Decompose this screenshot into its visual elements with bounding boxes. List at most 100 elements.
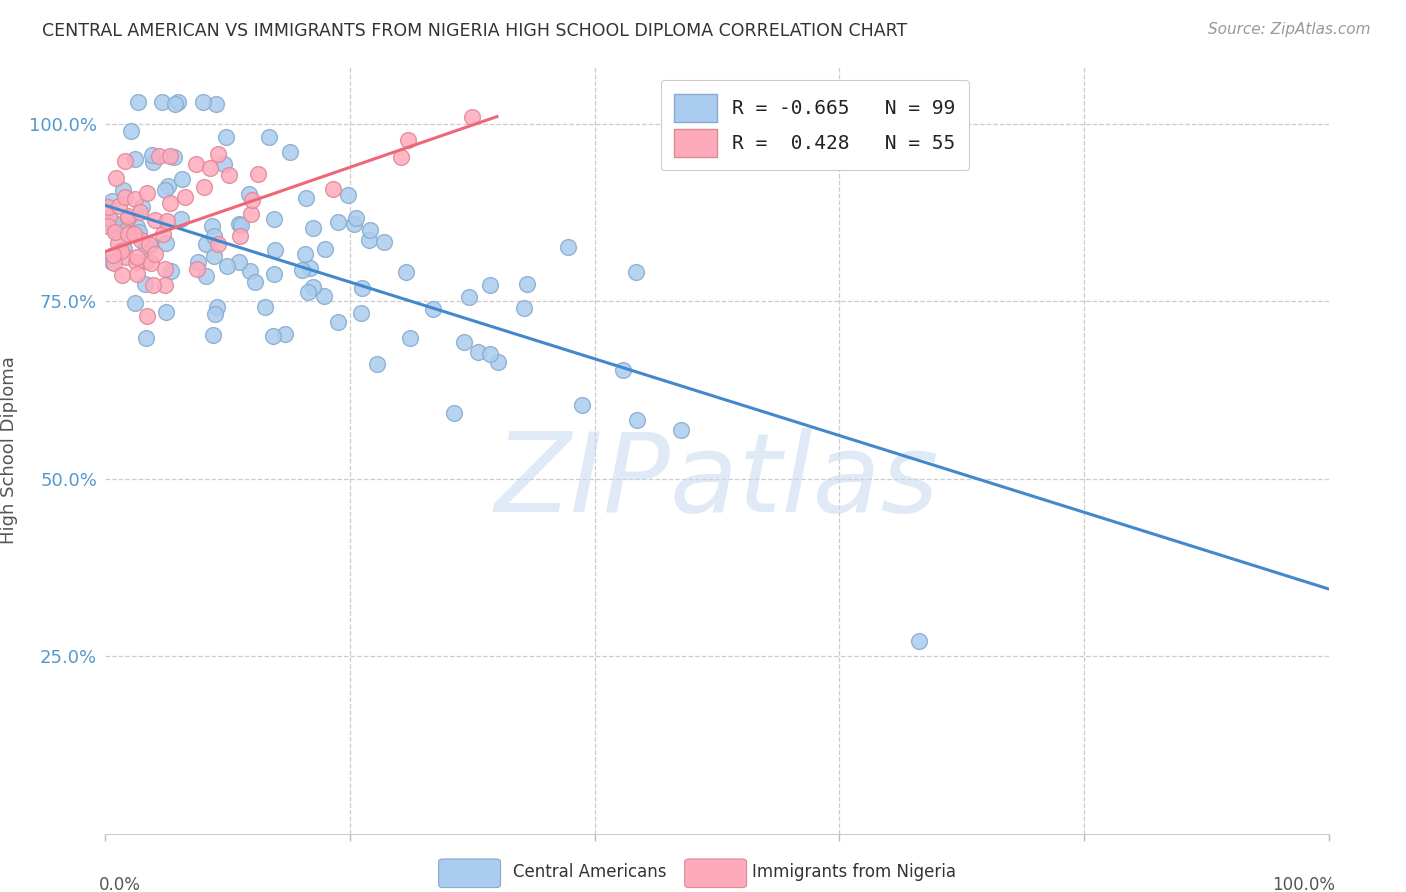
Point	[350, 281, 373, 295]
Point	[125, 250, 148, 264]
Point	[215, 129, 238, 144]
Point	[155, 236, 177, 251]
Point	[100, 254, 122, 268]
Point	[301, 220, 323, 235]
Point	[108, 199, 131, 213]
Point	[207, 146, 229, 161]
Point	[112, 184, 135, 198]
Point	[263, 212, 285, 227]
Point	[186, 262, 208, 277]
Point	[297, 285, 319, 299]
Point	[117, 210, 139, 224]
Text: Central Americans: Central Americans	[513, 863, 666, 881]
Point	[150, 95, 173, 110]
Point	[135, 254, 157, 268]
Point	[115, 222, 138, 236]
Point	[111, 268, 134, 282]
Point	[461, 110, 484, 124]
Point	[229, 218, 252, 232]
Point	[155, 305, 177, 319]
Point	[124, 192, 146, 206]
Legend: R = -0.665   N = 99, R =  0.428   N = 55: R = -0.665 N = 99, R = 0.428 N = 55	[661, 80, 969, 170]
Point	[127, 267, 149, 281]
Point	[159, 149, 181, 163]
Point	[198, 161, 221, 176]
Point	[124, 152, 146, 166]
Point	[103, 225, 125, 239]
Point	[366, 357, 388, 371]
Point	[135, 330, 157, 344]
Point	[142, 155, 165, 169]
Point	[207, 237, 229, 252]
Point	[457, 290, 479, 304]
Point	[112, 243, 135, 257]
Point	[328, 215, 350, 229]
Point	[257, 130, 280, 145]
Text: ZIPatlas: ZIPatlas	[495, 427, 939, 534]
Point	[105, 170, 128, 185]
Point	[101, 248, 124, 262]
Point	[138, 236, 160, 251]
Point	[228, 217, 250, 231]
Point	[202, 228, 225, 243]
Point	[908, 633, 931, 648]
Point	[350, 306, 373, 320]
Point	[280, 145, 302, 159]
Point	[205, 300, 228, 314]
Point	[314, 289, 336, 303]
Point	[240, 194, 263, 208]
Point	[422, 302, 444, 317]
Point	[100, 194, 122, 208]
Point	[204, 96, 226, 111]
Point	[135, 240, 157, 254]
Point	[262, 328, 284, 343]
Point	[193, 95, 215, 110]
Point	[322, 182, 344, 196]
Point	[359, 233, 381, 247]
Point	[204, 307, 226, 321]
Point	[264, 243, 287, 257]
Point	[103, 222, 125, 236]
Point	[156, 214, 179, 228]
Point	[212, 157, 235, 171]
Point	[170, 212, 193, 227]
Point	[238, 186, 260, 201]
Point	[134, 277, 156, 292]
Point	[479, 277, 502, 292]
Point	[173, 190, 195, 204]
Point	[246, 167, 269, 181]
Point	[202, 249, 225, 263]
Point	[139, 256, 162, 270]
Point	[254, 300, 277, 314]
Point	[142, 278, 165, 293]
Point	[110, 217, 132, 231]
Point	[314, 242, 336, 256]
Point	[194, 268, 217, 283]
Text: 100.0%: 100.0%	[1272, 876, 1334, 892]
Point	[201, 219, 224, 233]
Point	[153, 261, 176, 276]
Point	[228, 228, 250, 243]
Point	[243, 275, 266, 289]
Point	[125, 255, 148, 269]
Point	[453, 335, 475, 350]
Point	[97, 219, 120, 233]
Point	[107, 236, 129, 251]
Point	[159, 264, 181, 278]
Point	[274, 326, 297, 341]
Point	[291, 263, 314, 277]
Point	[128, 205, 150, 219]
Point	[120, 124, 142, 138]
Point	[443, 406, 465, 420]
Point	[136, 309, 159, 323]
Point	[100, 215, 122, 229]
Point	[240, 207, 263, 221]
Point	[193, 179, 215, 194]
Point	[117, 211, 139, 225]
Point	[117, 227, 139, 241]
Point	[389, 151, 412, 165]
Point	[184, 156, 207, 170]
Point	[129, 233, 152, 247]
Point	[295, 191, 318, 205]
Point	[157, 179, 180, 194]
